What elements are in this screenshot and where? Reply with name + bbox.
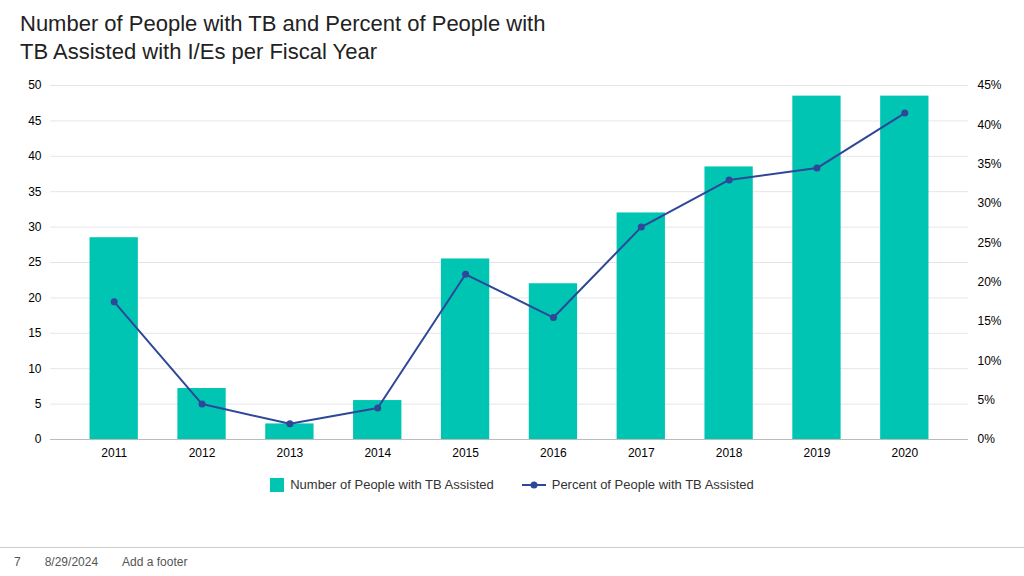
svg-text:30%: 30% (978, 196, 1002, 210)
svg-text:2020: 2020 (891, 446, 918, 460)
svg-text:2017: 2017 (628, 446, 655, 460)
svg-text:35%: 35% (978, 157, 1002, 171)
svg-text:10: 10 (28, 362, 42, 376)
html-text:7: 7 (14, 555, 21, 569)
svg-text:35: 35 (28, 185, 42, 199)
svg-text:2012: 2012 (189, 446, 216, 460)
svg-text:2019: 2019 (804, 446, 831, 460)
svg-text:40%: 40% (978, 118, 1002, 132)
html-text:Number of People with TB and P: Number of People with TB and Percent of … (20, 11, 546, 64)
svg-text:45%: 45% (978, 78, 1002, 92)
svg-text:20%: 20% (978, 275, 1002, 289)
svg-text:2016: 2016 (540, 446, 567, 460)
svg-text:2014: 2014 (364, 446, 391, 460)
svg-text:15%: 15% (978, 314, 1002, 328)
svg-text:0%: 0% (978, 432, 996, 446)
svg-text:45: 45 (28, 114, 42, 128)
svg-text:2011: 2011 (101, 446, 127, 460)
svg-text:15: 15 (28, 326, 42, 340)
svg-text:30: 30 (28, 220, 42, 234)
svg-text:40: 40 (28, 149, 42, 163)
svg-text:10%: 10% (978, 354, 1002, 368)
svg-text:25: 25 (28, 255, 42, 269)
html-text:Number of People with TB Assis: Number of People with TB Assisted (290, 477, 494, 492)
svg-text:20: 20 (28, 291, 42, 305)
svg-text:2013: 2013 (277, 446, 304, 460)
svg-text:5: 5 (35, 397, 42, 411)
svg-text:2018: 2018 (716, 446, 743, 460)
html-text:Percent of People with TB Assi: Percent of People with TB Assisted (551, 477, 754, 492)
svg-text:2015: 2015 (452, 446, 479, 460)
html-text:8/29/2024: 8/29/2024 (44, 555, 99, 569)
svg-text:50: 50 (28, 78, 42, 92)
html-text:Add a footer: Add a footer (122, 555, 188, 569)
svg-text:25%: 25% (978, 236, 1002, 250)
svg-text:5%: 5% (978, 393, 996, 407)
svg-text:0: 0 (35, 432, 42, 446)
